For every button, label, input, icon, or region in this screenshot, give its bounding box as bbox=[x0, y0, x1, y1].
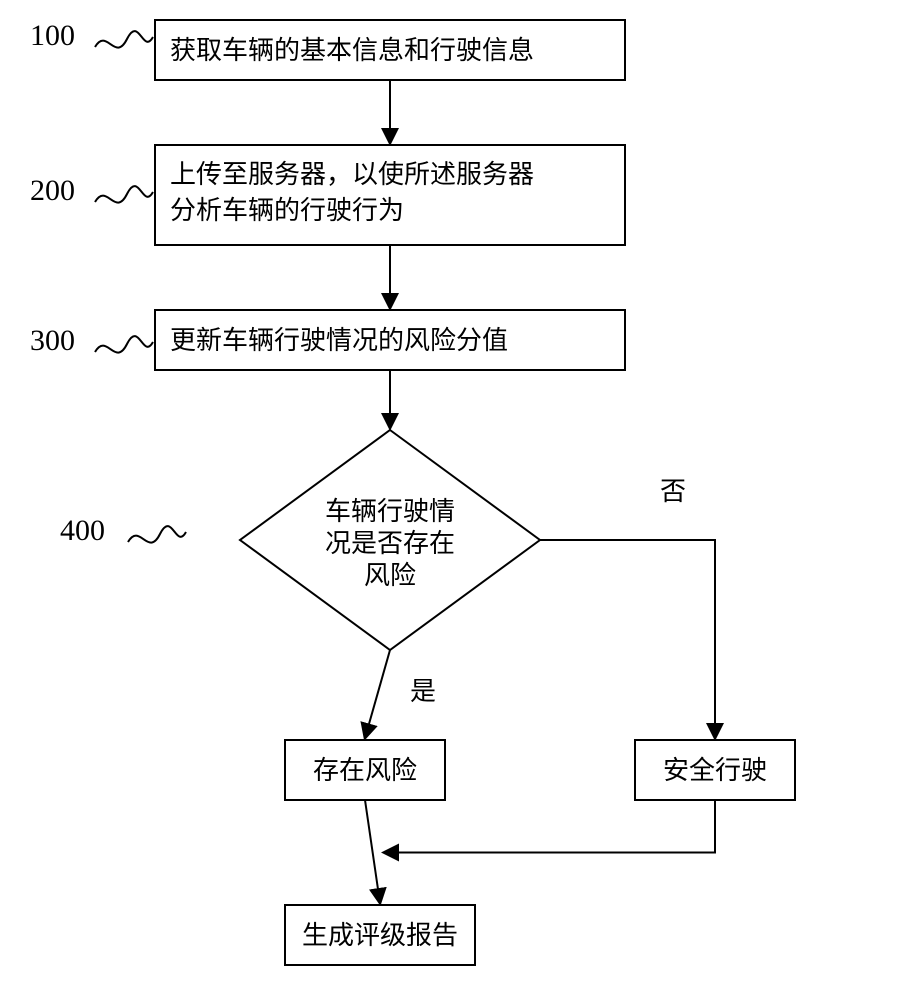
decision-400: 车辆行驶情 况是否存在 风险 bbox=[240, 430, 540, 650]
box-safe: 安全行驶 bbox=[635, 740, 795, 800]
decision-line2: 况是否存在 bbox=[325, 529, 455, 558]
squiggle-icon bbox=[95, 31, 153, 48]
step-100-text: 获取车辆的基本信息和行驶信息 bbox=[170, 36, 534, 65]
label-200: 200 bbox=[30, 174, 75, 207]
report-text: 生成评级报告 bbox=[302, 921, 458, 950]
decision-line3: 风险 bbox=[364, 561, 416, 590]
step-100: 获取车辆的基本信息和行驶信息 bbox=[155, 20, 625, 80]
step-200: 上传至服务器，以使所述服务器 分析车辆的行驶行为 bbox=[155, 145, 625, 245]
branch-yes: 是 bbox=[410, 677, 436, 706]
arrow-connector bbox=[365, 650, 390, 738]
arrow-connector bbox=[384, 800, 715, 853]
box-risk: 存在风险 bbox=[285, 740, 445, 800]
arrow-connector bbox=[540, 540, 715, 738]
squiggle-icon bbox=[95, 186, 153, 203]
label-400: 400 bbox=[60, 514, 105, 547]
decision-line1: 车辆行驶情 bbox=[325, 497, 455, 526]
squiggle-icon bbox=[128, 526, 186, 543]
box-report: 生成评级报告 bbox=[285, 905, 475, 965]
label-300: 300 bbox=[30, 324, 75, 357]
branch-no: 否 bbox=[660, 477, 686, 506]
risk-text: 存在风险 bbox=[313, 756, 417, 785]
step-300: 更新车辆行驶情况的风险分值 bbox=[155, 310, 625, 370]
step-300-text: 更新车辆行驶情况的风险分值 bbox=[170, 326, 508, 355]
flowchart-diagram: 获取车辆的基本信息和行驶信息 上传至服务器，以使所述服务器 分析车辆的行驶行为 … bbox=[0, 0, 897, 1000]
step-200-line2: 分析车辆的行驶行为 bbox=[170, 196, 404, 225]
squiggle-icon bbox=[95, 336, 153, 353]
safe-text: 安全行驶 bbox=[663, 756, 767, 785]
arrow-connector bbox=[365, 800, 380, 903]
step-200-line1: 上传至服务器，以使所述服务器 bbox=[170, 160, 534, 189]
label-100: 100 bbox=[30, 19, 75, 52]
